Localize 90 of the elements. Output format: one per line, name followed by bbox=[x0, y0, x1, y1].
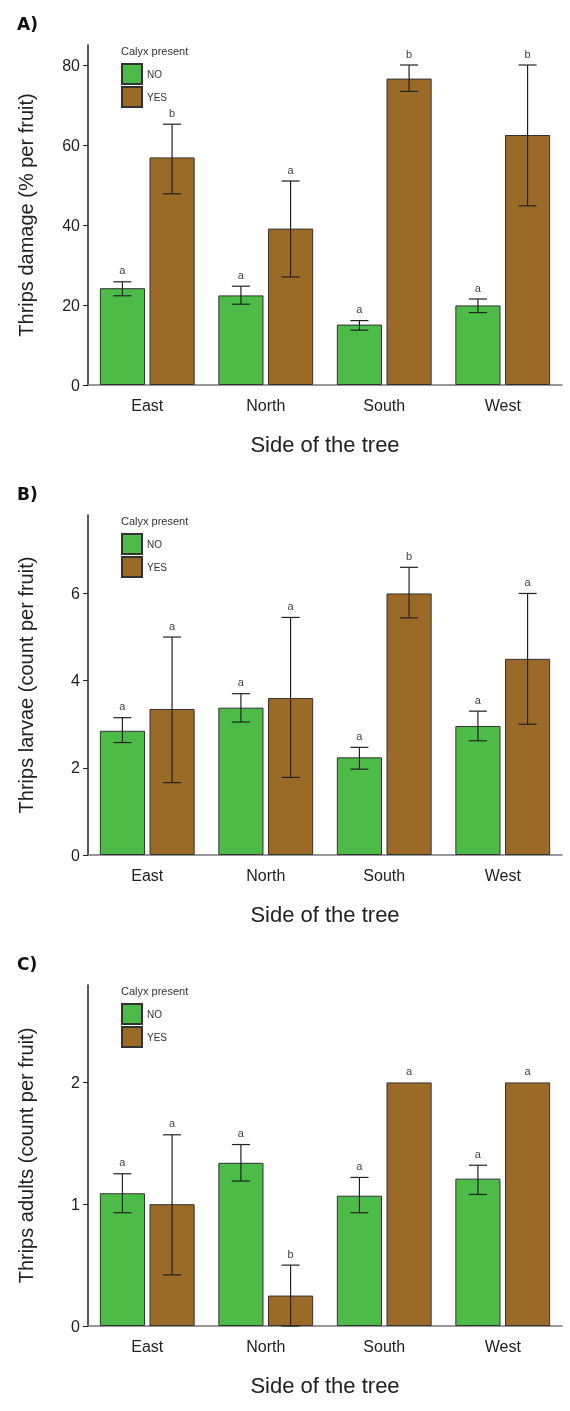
bar bbox=[336, 1195, 382, 1326]
legend-label: YES bbox=[147, 91, 168, 103]
y-tick-label: 1 bbox=[71, 1195, 81, 1213]
annotation: b bbox=[406, 549, 413, 562]
x-axis-title: Side of the tree bbox=[250, 901, 400, 927]
y-tick-label: 20 bbox=[62, 296, 81, 314]
annotation: a bbox=[474, 281, 482, 294]
x-tick-label: West bbox=[484, 866, 522, 884]
y-tick-label: 0 bbox=[71, 1317, 81, 1335]
x-tick-label: West bbox=[484, 396, 522, 414]
annotation: b bbox=[406, 47, 413, 60]
annotation: a bbox=[524, 575, 532, 588]
bar bbox=[268, 1295, 314, 1326]
chart-title: A) bbox=[17, 13, 38, 34]
bar bbox=[336, 324, 382, 385]
bar bbox=[99, 730, 145, 855]
annotation: a bbox=[237, 676, 245, 689]
annotation: a bbox=[169, 619, 177, 632]
annotation: a bbox=[119, 1156, 127, 1169]
x-tick-label: North bbox=[246, 396, 286, 414]
x-tick-label: North bbox=[246, 1337, 286, 1355]
annotation: a bbox=[356, 1159, 364, 1172]
legend-title: Calyx present bbox=[121, 44, 189, 57]
x-tick-label: East bbox=[131, 866, 164, 884]
x-axis-title: Side of the tree bbox=[250, 431, 400, 457]
annotation: a bbox=[474, 693, 482, 706]
x-tick-label: South bbox=[363, 1337, 406, 1355]
y-axis-title: Thrips damage (% per fruit) bbox=[15, 93, 37, 337]
annotation: a bbox=[356, 729, 364, 742]
bar bbox=[455, 305, 501, 385]
bar bbox=[99, 288, 145, 385]
x-tick-label: South bbox=[363, 396, 406, 414]
legend-label: NO bbox=[147, 538, 163, 550]
annotation: a bbox=[119, 264, 127, 277]
bar bbox=[218, 707, 264, 855]
bar bbox=[386, 1082, 432, 1326]
annotation: a bbox=[474, 1147, 482, 1160]
legend-label: NO bbox=[147, 1008, 163, 1020]
legend-label: YES bbox=[147, 1031, 168, 1043]
annotation: a bbox=[237, 1127, 245, 1140]
bar bbox=[505, 658, 551, 855]
legend-label: NO bbox=[147, 68, 163, 80]
y-tick-label: 4 bbox=[71, 672, 81, 690]
bar bbox=[149, 157, 195, 385]
annotation: a bbox=[237, 268, 245, 281]
legend-title: Calyx present bbox=[121, 984, 189, 997]
bar bbox=[505, 1082, 551, 1326]
annotation: a bbox=[119, 700, 127, 713]
bar bbox=[455, 1178, 501, 1326]
y-tick-label: 2 bbox=[71, 759, 81, 777]
x-tick-label: East bbox=[131, 1337, 164, 1355]
y-tick-label: 0 bbox=[71, 846, 81, 864]
y-tick-label: 40 bbox=[62, 216, 81, 234]
annotation: a bbox=[406, 1064, 414, 1077]
bar bbox=[505, 135, 551, 385]
bar bbox=[218, 295, 264, 385]
chart-title: C) bbox=[17, 953, 38, 974]
annotation: a bbox=[287, 599, 295, 612]
legend-title: Calyx present bbox=[121, 514, 189, 527]
annotation: a bbox=[524, 1064, 532, 1077]
annotation: b bbox=[524, 47, 531, 60]
bar bbox=[336, 757, 382, 855]
y-tick-label: 2 bbox=[71, 1073, 81, 1091]
x-tick-label: North bbox=[246, 866, 286, 884]
y-tick-label: 0 bbox=[71, 376, 81, 394]
annotation: a bbox=[356, 303, 364, 316]
annotation: a bbox=[287, 163, 295, 176]
bar bbox=[268, 228, 314, 385]
bar bbox=[455, 725, 501, 855]
y-axis-title: Thrips adults (count per fruit) bbox=[15, 1027, 37, 1284]
bar bbox=[268, 698, 314, 855]
annotation: b bbox=[287, 1247, 294, 1260]
x-tick-label: East bbox=[131, 396, 164, 414]
x-axis-title: Side of the tree bbox=[250, 1372, 400, 1398]
chart-title: B) bbox=[17, 483, 38, 504]
bar bbox=[218, 1162, 264, 1326]
bar bbox=[149, 708, 195, 855]
x-tick-label: West bbox=[484, 1337, 522, 1355]
y-tick-label: 6 bbox=[71, 584, 81, 602]
y-tick-label: 60 bbox=[62, 136, 81, 154]
legend-label: YES bbox=[147, 561, 168, 573]
bar bbox=[386, 78, 432, 385]
y-axis-title: Thrips larvae (count per fruit) bbox=[15, 556, 37, 814]
x-tick-label: South bbox=[363, 866, 406, 884]
y-tick-label: 80 bbox=[62, 56, 81, 74]
annotation: b bbox=[169, 106, 176, 119]
bar bbox=[386, 593, 432, 855]
bar bbox=[99, 1193, 145, 1326]
bar bbox=[149, 1204, 195, 1326]
annotation: a bbox=[169, 1117, 177, 1130]
